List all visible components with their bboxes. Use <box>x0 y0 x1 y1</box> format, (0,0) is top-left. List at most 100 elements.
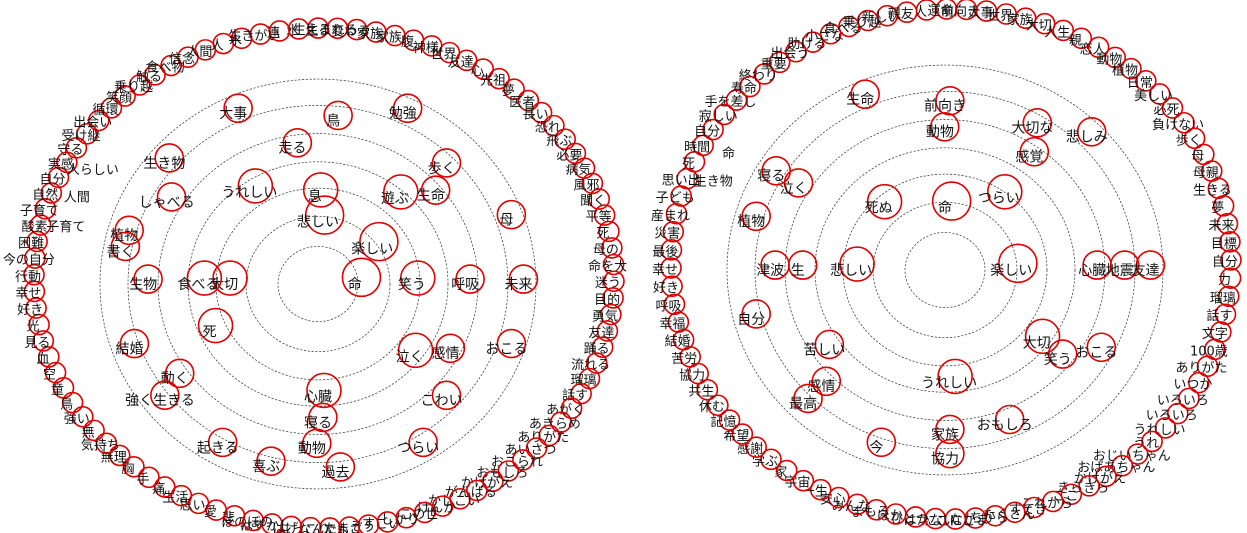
outer-node-label: 負けない <box>1152 118 1204 133</box>
outer-word-node: 休む <box>699 394 729 417</box>
word-node: 笑う <box>398 260 436 296</box>
concentric-ring <box>127 105 509 463</box>
node-label: 地震 <box>1106 263 1134 279</box>
outer-node-label: 運命 <box>928 3 954 19</box>
node-circle <box>503 78 525 101</box>
node-circle <box>601 237 623 259</box>
outer-node-label: おもしろ <box>476 466 528 481</box>
outer-word-node: 出会い <box>73 109 112 132</box>
node-circle <box>1070 27 1093 50</box>
node-circle <box>1154 417 1177 439</box>
node-circle <box>28 313 50 336</box>
node-label: 楽しい <box>351 241 393 257</box>
node-circle <box>207 427 238 458</box>
outer-word-node: 寿命 <box>731 75 761 98</box>
outer-node-label: 無理 <box>101 450 127 465</box>
node-label: 植物 <box>110 228 138 244</box>
outer-node-label: ほのぼの <box>221 515 273 530</box>
outer-word-node: かけがえ <box>1074 465 1126 488</box>
node-circle <box>100 97 123 119</box>
outer-word-node: 痛 <box>152 476 176 498</box>
outer-node-label: 最後 <box>652 245 678 260</box>
outer-node-label: 母親 <box>1193 166 1219 181</box>
node-circle <box>23 280 46 303</box>
node-circle <box>1120 57 1142 80</box>
node-label: 苦しい <box>803 342 845 358</box>
outer-node-label: 一生 <box>802 485 828 500</box>
node-label: 寝る <box>757 168 785 185</box>
outer-node-label: 自然 <box>32 187 58 203</box>
outer-word-node: 今の自分 <box>3 247 55 269</box>
outer-word-node: 医者 <box>509 89 540 112</box>
word-node: 喜ぶ <box>252 446 286 477</box>
word-node: 結婚 <box>116 328 150 359</box>
outer-word-node: 共生 <box>688 378 719 401</box>
node-circle <box>935 414 965 445</box>
node-circle <box>256 446 286 477</box>
word-node: 今 <box>866 427 897 458</box>
outer-node-label: 信念 <box>169 51 195 67</box>
node-circle <box>591 336 614 358</box>
node-label: 動物 <box>298 441 326 457</box>
outer-word-node: 友達 <box>588 320 619 342</box>
outer-node-label: たまご <box>324 521 363 533</box>
node-circle <box>819 22 842 45</box>
node-circle <box>731 423 754 445</box>
word-node: 植物 <box>737 201 771 232</box>
node-circle <box>1033 12 1056 35</box>
node-circle <box>44 361 67 384</box>
node-circle <box>538 424 561 447</box>
node-circle <box>718 409 741 431</box>
outer-node-label: 腹 <box>401 34 414 50</box>
node-circle <box>26 230 48 253</box>
node-circle <box>83 419 105 442</box>
outer-word-node: 夢 <box>502 78 525 101</box>
node-label: 勉強 <box>389 106 417 122</box>
node-circle <box>785 40 807 63</box>
node-circle <box>488 67 510 90</box>
word-node: 生命 <box>417 175 451 205</box>
outer-word-node: 感謝 <box>737 436 767 458</box>
outer-node-label: 見る <box>24 336 50 351</box>
node-circle <box>392 93 423 124</box>
outer-node-label: 友達 <box>448 54 474 70</box>
node-label: 前向き <box>924 98 966 115</box>
node-circle <box>497 460 520 482</box>
outer-node-label: 笑顔 <box>106 90 132 106</box>
outer-word-node: 勇気 <box>592 303 622 326</box>
outer-node-label: 好き <box>653 281 679 296</box>
node-label: おこる <box>1075 345 1117 361</box>
outer-node-label: 大事 <box>967 6 993 21</box>
outer-node-label: 結婚 <box>665 335 691 350</box>
node-label: 死 <box>203 325 217 341</box>
outer-word-node: 行動 <box>15 263 45 286</box>
outer-word-node: 話す <box>1207 303 1237 326</box>
outer-node-label: 困難 <box>18 236 44 251</box>
outer-word-node: 無 <box>82 419 105 442</box>
node-circle <box>517 89 540 112</box>
outer-node-label: かけがえ <box>461 476 513 491</box>
node-circle <box>408 427 438 458</box>
extra-label: 人らしい <box>67 163 119 178</box>
outer-node-label: 悲 <box>222 510 235 526</box>
outer-node-label: 触る <box>136 70 162 85</box>
node-circle <box>1217 285 1240 308</box>
node-label: 食べる <box>177 276 219 293</box>
outer-node-label: 世界 <box>987 9 1013 24</box>
concentric-ring <box>277 246 359 322</box>
outer-node-label: 家族 <box>1007 12 1033 28</box>
outer-node-label: 愛 <box>204 505 217 520</box>
outer-word-node: 安心 <box>820 486 850 509</box>
outer-word-node: 力 <box>1218 267 1242 289</box>
outer-word-node: 無理 <box>101 444 131 467</box>
word-node: 感覚 <box>1015 136 1050 167</box>
outer-node-label: 受け継 <box>62 129 101 144</box>
outer-node-label: 夢 <box>502 84 515 99</box>
node-circle <box>154 143 185 173</box>
node-circle <box>937 358 973 395</box>
node-label: 書く <box>106 244 134 260</box>
outer-node-label: いろいろ <box>1146 409 1198 424</box>
node-circle <box>302 172 339 208</box>
outer-node-label: 死 <box>682 157 695 172</box>
outer-word-node: 目標 <box>1211 230 1241 253</box>
